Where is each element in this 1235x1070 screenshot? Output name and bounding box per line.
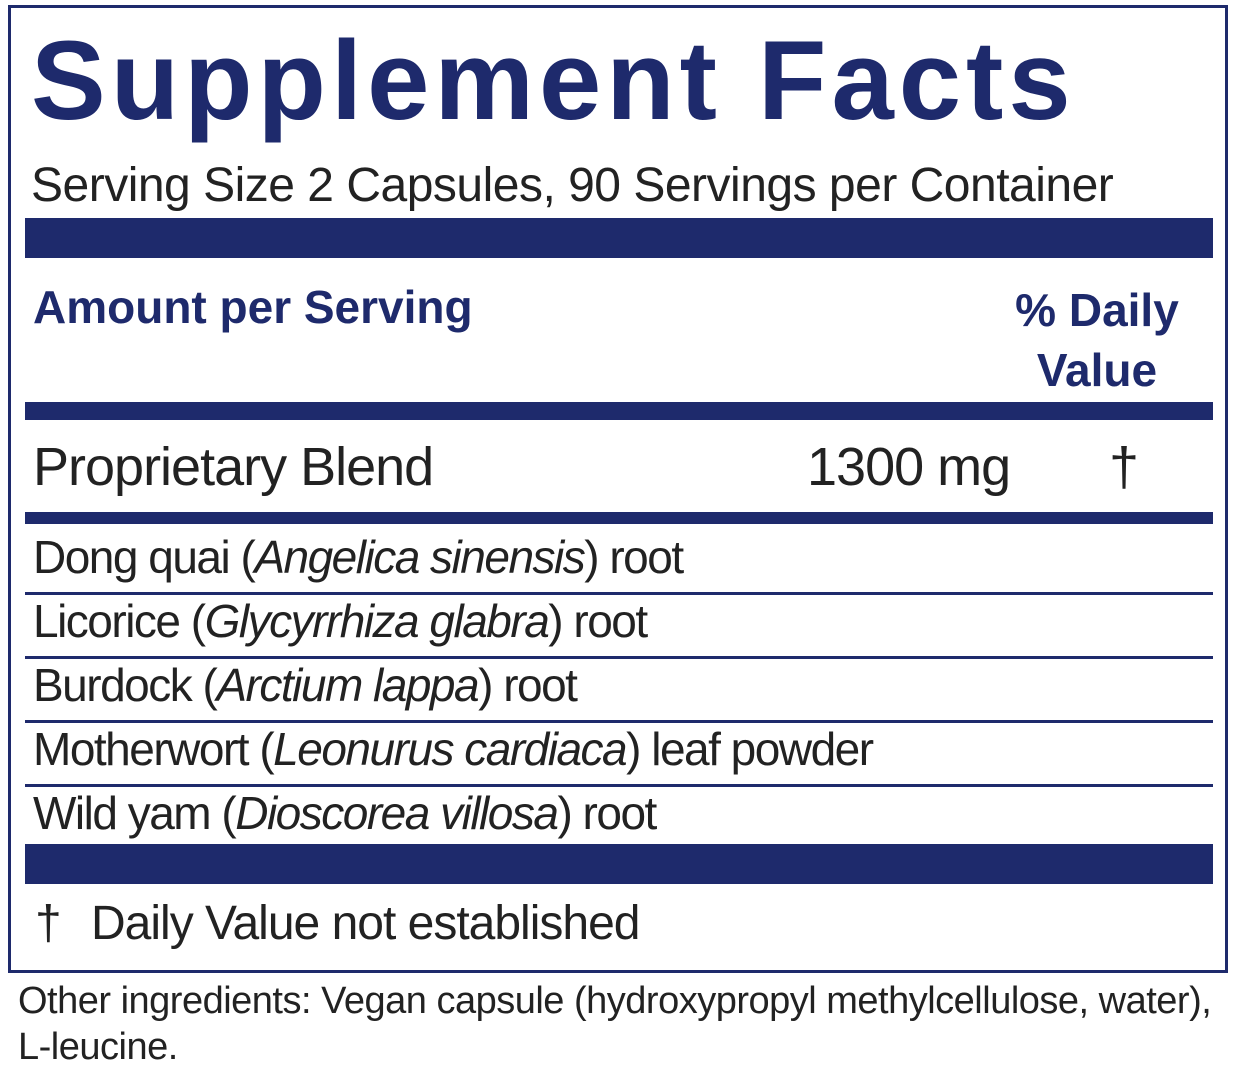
ingredient-row: Burdock (Arctium lappa) root [33, 658, 578, 712]
ingredient-row: Licorice (Glycyrrhiza glabra) root [33, 594, 648, 648]
serving-size: Serving Size 2 Capsules, 90 Servings per… [31, 159, 1114, 212]
ingredient-part: ) root [478, 659, 578, 711]
ingredient-part: ) leaf powder [626, 723, 874, 775]
ingredient-row: Motherwort (Leonurus cardiaca) leaf powd… [33, 722, 874, 776]
blend-name: Proprietary Blend [33, 437, 434, 497]
ingredient-name: Wild yam ( [33, 787, 237, 839]
thick-rule [25, 402, 1213, 420]
thick-rule [25, 844, 1213, 884]
ingredient-latin: Arctium lappa [216, 659, 479, 711]
footnote-symbol: † [35, 897, 62, 950]
ingredient-latin: Glycyrrhiza glabra [204, 595, 550, 647]
rule [25, 512, 1213, 524]
facts-panel: Supplement Facts Serving Size 2 Capsules… [8, 5, 1228, 973]
ingredient-latin: Angelica sinensis [254, 531, 585, 583]
amount-header: Amount per Serving [33, 281, 473, 333]
title: Supplement Facts [31, 18, 1076, 143]
ingredient-row: Wild yam (Dioscorea villosa) root [33, 786, 657, 840]
ingredient-name: Burdock ( [33, 659, 218, 711]
ingredient-name: Dong quai ( [33, 531, 256, 583]
ingredient-name: Licorice ( [33, 595, 206, 647]
daily-value-header: % Daily Value [1015, 284, 1179, 396]
ingredient-latin: Dioscorea villosa [235, 787, 559, 839]
ingredient-part: ) root [584, 531, 684, 583]
row-divider [25, 656, 1213, 659]
ingredient-row: Dong quai (Angelica sinensis) root [33, 530, 684, 584]
ingredient-part: ) root [557, 787, 657, 839]
ingredient-part: ) root [548, 595, 648, 647]
row-divider [25, 720, 1213, 723]
ingredient-latin: Leonurus cardiaca [273, 723, 627, 775]
thick-rule [25, 218, 1213, 258]
ingredient-name: Motherwort ( [33, 723, 275, 775]
other-ingredients: Other ingredients: Vegan capsule (hydrox… [18, 980, 1212, 1068]
blend-daily-value: † [1109, 437, 1139, 497]
row-divider [25, 784, 1213, 787]
footnote-text: Daily Value not established [91, 897, 640, 950]
blend-amount: 1300 mg [807, 437, 1011, 497]
row-divider [25, 592, 1213, 595]
